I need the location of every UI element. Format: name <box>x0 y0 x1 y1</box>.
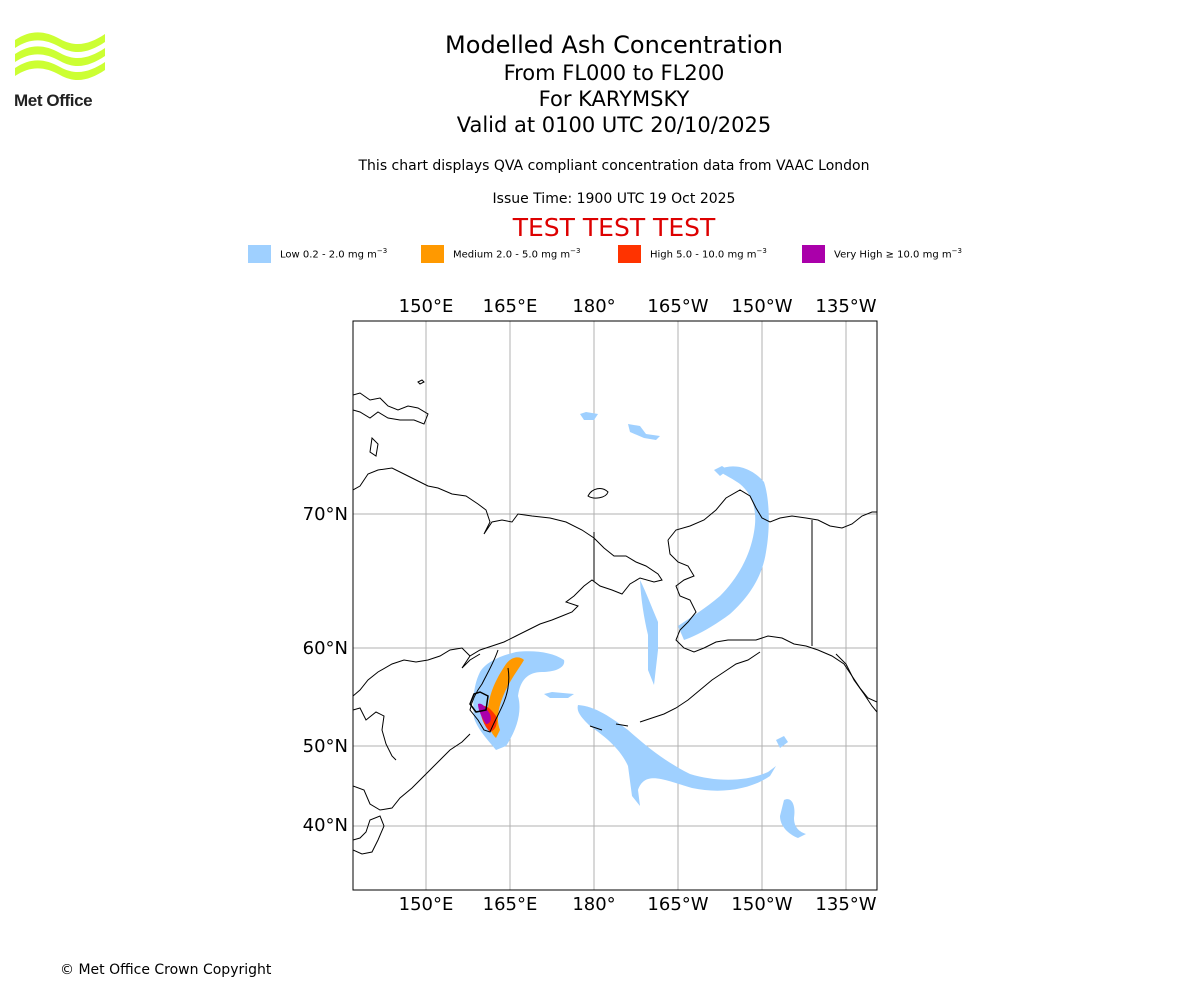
issue-time: Issue Time: 1900 UTC 19 Oct 2025 <box>492 191 736 207</box>
coastline-chukotka-east <box>667 489 877 541</box>
legend-label-medium: Medium 2.0 - 5.0 mg m−3 <box>453 247 581 261</box>
island-small <box>417 379 425 385</box>
met-office-logo: Met Office <box>14 30 106 112</box>
lat-label: 40°N <box>303 815 348 836</box>
lon-label-top: 165°E <box>483 296 538 317</box>
legend-swatch-high <box>618 245 641 263</box>
lon-label-top: 135°W <box>815 296 876 317</box>
test-banner: TEST TEST TEST <box>512 213 716 242</box>
ash-plume-gulf-alaska <box>780 799 806 838</box>
lon-label-bottom: 135°W <box>815 894 876 915</box>
concentration-legend: Low 0.2 - 2.0 mg m−3 Medium 2.0 - 5.0 mg… <box>0 244 1200 264</box>
coastlines <box>353 379 877 855</box>
legend-label-low: Low 0.2 - 2.0 mg m−3 <box>280 247 388 261</box>
lon-label-bottom: 165°W <box>647 894 708 915</box>
coastline-taymyr <box>369 436 379 457</box>
logo-wordmark: Met Office <box>14 91 93 110</box>
lon-label-bottom: 150°E <box>399 894 454 915</box>
island-wrangel <box>587 488 609 499</box>
lon-label-top: 180° <box>572 296 615 317</box>
lon-label-bottom: 150°W <box>731 894 792 915</box>
legend-item-very-high: Very High ≥ 10.0 mg m−3 <box>802 244 962 264</box>
ash-plume-chukotka <box>640 580 658 685</box>
coastline-siberia-north <box>353 392 429 425</box>
coastline-okhotsk <box>353 647 471 697</box>
valid-time: Valid at 0100 UTC 20/10/2025 <box>456 113 772 137</box>
lon-label-top: 150°W <box>731 296 792 317</box>
legend-item-medium: Medium 2.0 - 5.0 mg m−3 <box>421 244 580 264</box>
lon-label-bottom: 180° <box>572 894 615 915</box>
copyright-notice: © Met Office Crown Copyright <box>60 962 272 978</box>
ash-fragment <box>714 466 728 476</box>
map-background <box>353 321 877 890</box>
legend-item-low: Low 0.2 - 2.0 mg m−3 <box>248 244 387 264</box>
coastline-alaska-west <box>667 539 877 703</box>
qva-note: This chart displays QVA compliant concen… <box>358 158 870 174</box>
coastline-kamchatka <box>469 649 510 733</box>
legend-label-high: High 5.0 - 10.0 mg m−3 <box>650 247 767 261</box>
lon-label-top: 165°W <box>647 296 708 317</box>
ash-plume-bering-sea <box>577 705 776 806</box>
ash-very-high-concentration <box>478 703 491 724</box>
volcano-source-marker <box>469 691 489 713</box>
chart-title: Modelled Ash Concentration <box>445 31 783 59</box>
chart-title-block: Modelled Ash Concentration From FL000 to… <box>314 30 914 138</box>
flight-level-range: From FL000 to FL200 <box>503 61 725 85</box>
coastline-sakhalin-japan <box>353 707 471 855</box>
ash-fragment <box>580 412 598 420</box>
lon-label-top: 150°E <box>399 296 454 317</box>
ash-plume-arctic-arc <box>678 466 769 640</box>
met-office-wave-logo-icon <box>15 32 105 81</box>
legend-item-high: High 5.0 - 10.0 mg m−3 <box>618 244 767 264</box>
ash-fragment <box>776 736 788 748</box>
legend-swatch-low <box>248 245 271 263</box>
ash-fragment <box>544 692 574 698</box>
map-frame <box>352 320 878 891</box>
legend-label-very-high: Very High ≥ 10.0 mg m−3 <box>834 247 962 261</box>
legend-swatch-medium <box>421 245 444 263</box>
coastline-alaska-panhandle <box>835 653 877 713</box>
lon-label-bottom: 165°E <box>483 894 538 915</box>
coastline-aleutians <box>589 651 761 731</box>
coastline-siberia-east <box>353 467 663 669</box>
lat-label: 60°N <box>303 638 348 659</box>
volcano-name: For KARYMSKY <box>538 87 690 111</box>
legend-swatch-very-high <box>802 245 825 263</box>
ash-fragment <box>628 424 660 440</box>
lat-label: 50°N <box>303 736 348 757</box>
lat-label: 70°N <box>303 504 348 525</box>
